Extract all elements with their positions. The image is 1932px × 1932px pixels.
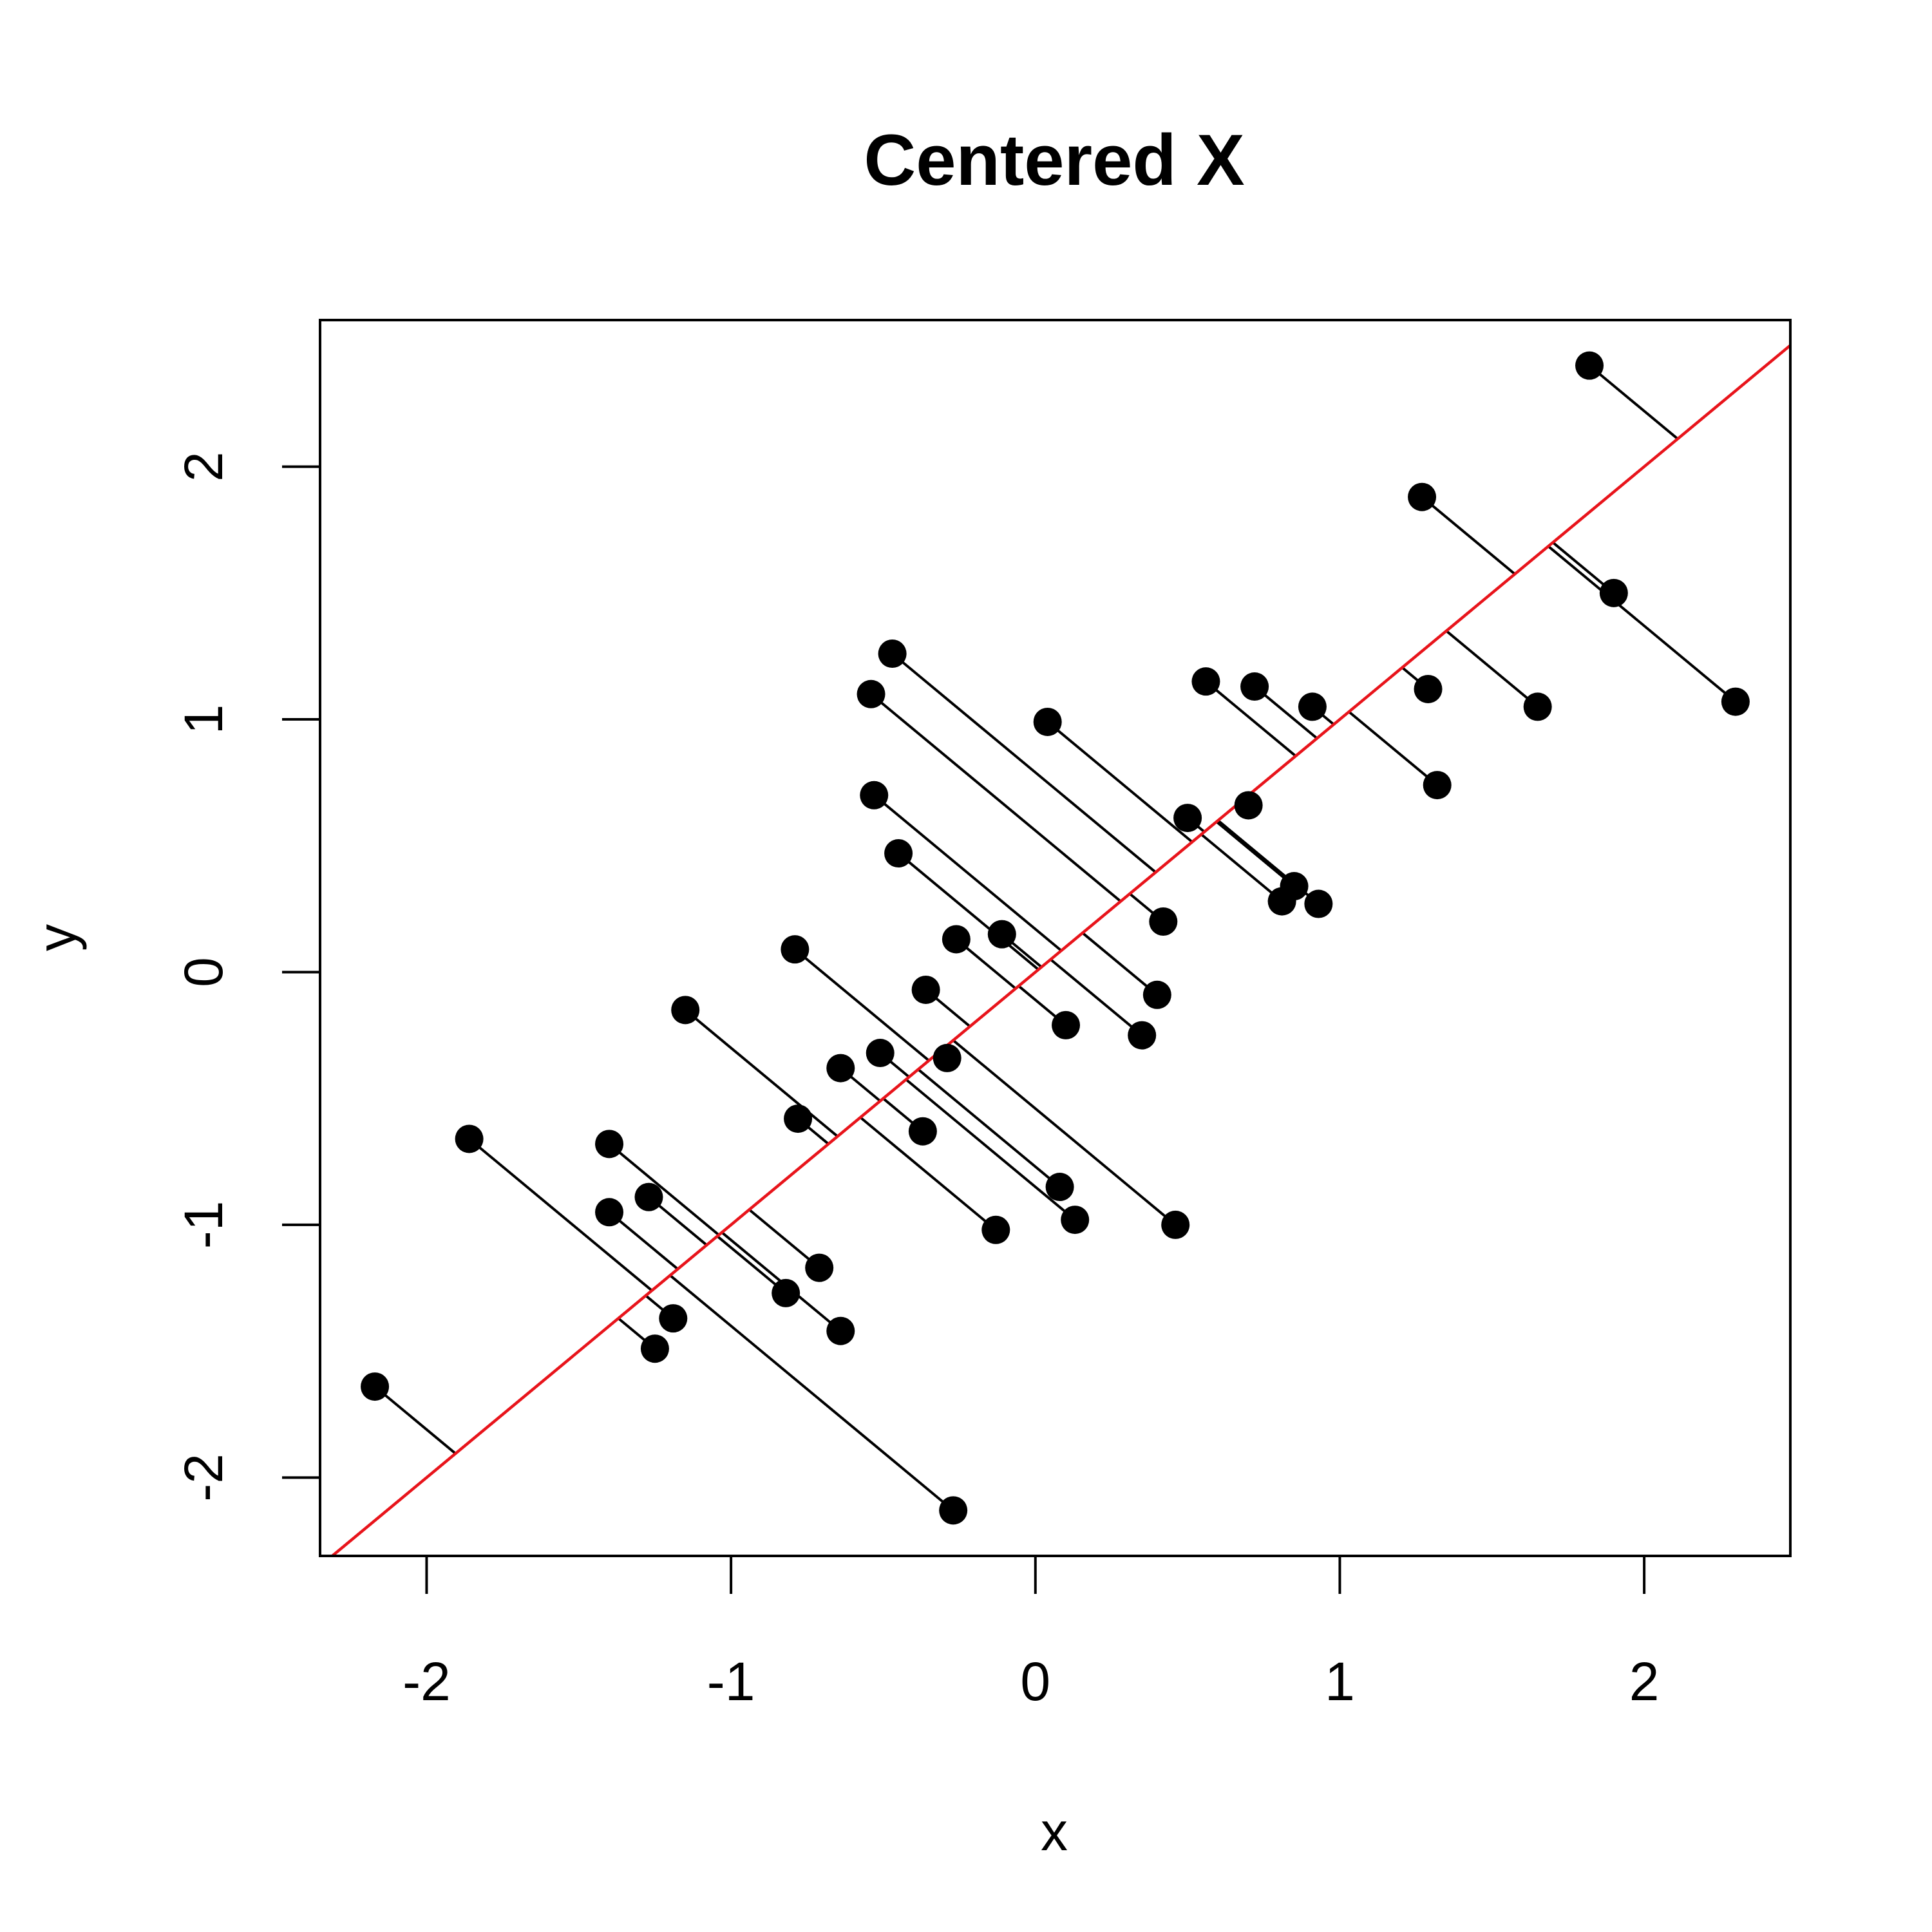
data-point bbox=[1240, 672, 1269, 701]
data-point bbox=[1575, 351, 1604, 380]
data-point bbox=[1061, 1206, 1090, 1235]
data-point bbox=[784, 1104, 813, 1133]
x-tick-label: 2 bbox=[1629, 1651, 1660, 1712]
data-point bbox=[884, 839, 913, 868]
projection-segment bbox=[1200, 833, 1283, 903]
data-point bbox=[455, 1124, 484, 1153]
x-tick-label: -1 bbox=[707, 1651, 755, 1712]
data-point bbox=[1408, 482, 1437, 511]
data-point bbox=[1599, 578, 1628, 607]
regression-line-layer bbox=[330, 343, 1790, 1556]
projection-segment bbox=[374, 1385, 457, 1455]
data-point bbox=[878, 639, 907, 668]
data-point bbox=[1234, 791, 1263, 820]
data-point bbox=[981, 1215, 1010, 1244]
data-point bbox=[860, 781, 889, 810]
projection-segment bbox=[1046, 721, 1193, 843]
data-point bbox=[1052, 1010, 1081, 1039]
data-point bbox=[1173, 804, 1202, 833]
projection-segment bbox=[1588, 365, 1679, 440]
regression-line bbox=[330, 343, 1790, 1556]
projection-segment bbox=[684, 1009, 838, 1138]
y-tick-label: 1 bbox=[173, 705, 234, 735]
plot-frame bbox=[319, 319, 1792, 1557]
x-tick-label: 1 bbox=[1325, 1651, 1355, 1712]
y-tick-label: -2 bbox=[173, 1454, 234, 1502]
y-tick-label: 2 bbox=[173, 451, 234, 482]
data-point bbox=[772, 1278, 800, 1307]
data-point bbox=[361, 1372, 390, 1401]
data-point bbox=[987, 920, 1016, 949]
projection-segments bbox=[374, 365, 1737, 1511]
projection-segment bbox=[716, 1235, 787, 1294]
data-point bbox=[1414, 674, 1443, 703]
data-point bbox=[1128, 1021, 1157, 1050]
data-point bbox=[1045, 1173, 1074, 1202]
data-point bbox=[1267, 887, 1296, 916]
projection-segment bbox=[1215, 820, 1295, 887]
data-point bbox=[1298, 692, 1327, 721]
data-point bbox=[1423, 771, 1452, 800]
data-point bbox=[781, 935, 810, 964]
projection-segment bbox=[1205, 680, 1297, 757]
data-point bbox=[857, 679, 886, 708]
data-point bbox=[1033, 707, 1062, 736]
projection-segment bbox=[1445, 630, 1539, 708]
data-point bbox=[1149, 907, 1178, 936]
projection-segment bbox=[1348, 710, 1438, 786]
projection-segment bbox=[873, 794, 1063, 952]
data-point bbox=[671, 996, 700, 1025]
projection-segment bbox=[669, 1274, 954, 1511]
projection-segment bbox=[891, 652, 1157, 874]
x-tick-label: 0 bbox=[1020, 1651, 1050, 1712]
data-point bbox=[1304, 889, 1333, 918]
projection-segment bbox=[917, 1068, 1061, 1188]
projection-segment bbox=[1421, 496, 1516, 575]
data-point bbox=[908, 1117, 937, 1146]
projection-segment bbox=[468, 1137, 653, 1292]
data-point bbox=[595, 1198, 624, 1227]
data-point bbox=[659, 1304, 688, 1333]
data-points bbox=[361, 351, 1750, 1525]
data-point bbox=[1523, 692, 1552, 721]
projection-segment bbox=[952, 1039, 1177, 1226]
data-point bbox=[939, 1496, 968, 1525]
data-point bbox=[805, 1253, 834, 1282]
data-point bbox=[1142, 980, 1171, 1009]
projection-segment bbox=[905, 1078, 1076, 1221]
data-point bbox=[826, 1316, 855, 1345]
y-axis-label: y bbox=[26, 924, 87, 951]
projection-segment bbox=[608, 1142, 720, 1236]
y-tick-label: 0 bbox=[173, 957, 234, 987]
projection-segment bbox=[897, 852, 1039, 971]
data-point bbox=[1191, 667, 1220, 696]
data-point bbox=[634, 1182, 663, 1211]
data-point bbox=[1161, 1210, 1190, 1239]
data-point bbox=[595, 1130, 624, 1159]
data-point bbox=[933, 1043, 961, 1072]
projection-segment bbox=[1547, 545, 1737, 703]
x-axis: -2 -1 0 1 2 bbox=[402, 1556, 1659, 1712]
x-axis-label: x bbox=[1041, 1801, 1068, 1862]
y-axis: -2 -1 0 1 2 bbox=[173, 451, 320, 1502]
data-point bbox=[1721, 687, 1750, 716]
chart-title: Centered X bbox=[864, 120, 1244, 200]
data-point bbox=[826, 1054, 855, 1083]
projection-segment bbox=[870, 693, 1122, 903]
projection-segment bbox=[1050, 958, 1143, 1037]
projection-segment bbox=[1081, 932, 1159, 996]
projection-segment bbox=[748, 1208, 820, 1269]
data-point bbox=[911, 975, 940, 1004]
x-tick-label: -2 bbox=[402, 1651, 451, 1712]
data-point bbox=[640, 1334, 669, 1363]
projection-segment bbox=[608, 1211, 679, 1271]
data-point bbox=[942, 925, 971, 954]
y-tick-label: -1 bbox=[173, 1201, 234, 1249]
projection-segment bbox=[859, 1116, 997, 1231]
projection-segment bbox=[794, 948, 930, 1062]
data-point bbox=[866, 1039, 895, 1068]
